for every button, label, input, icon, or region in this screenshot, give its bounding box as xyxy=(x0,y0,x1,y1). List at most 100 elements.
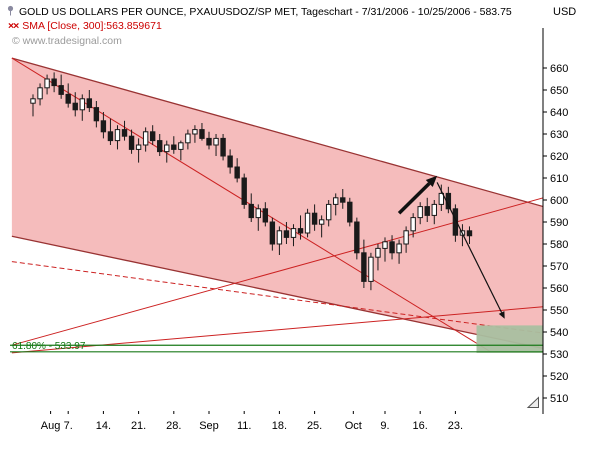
candle-body xyxy=(30,98,36,104)
y-axis-label: 580 xyxy=(550,239,568,251)
candle-body xyxy=(382,241,388,249)
y-axis-label: 600 xyxy=(550,195,568,207)
candle-body xyxy=(227,155,233,168)
y-axis-label: 530 xyxy=(550,349,568,361)
x-axis-label: 16. xyxy=(413,420,428,432)
y-axis-label: 610 xyxy=(550,173,568,185)
candle-body xyxy=(283,230,290,238)
candle-body xyxy=(466,230,473,237)
candle-body xyxy=(269,221,276,245)
candle-body xyxy=(135,144,142,150)
candle-body xyxy=(164,144,170,153)
candle-body xyxy=(248,203,254,219)
candle-body xyxy=(51,78,57,87)
candle-body xyxy=(234,166,240,179)
candle-body xyxy=(290,228,297,238)
candle-body xyxy=(107,131,114,142)
x-axis-label: 18. xyxy=(272,420,287,432)
indicator-row[interactable]: ×× SMA [Close, 300]:563.859671 xyxy=(8,20,162,32)
y-axis-label: 570 xyxy=(550,261,568,273)
currency-label: USD xyxy=(553,6,577,18)
annotation-arrowhead xyxy=(498,311,505,319)
candle-body xyxy=(438,192,445,205)
candle-body xyxy=(424,206,430,216)
candle-body xyxy=(403,230,409,245)
candle-body xyxy=(452,208,459,236)
x-axis-label: 9. xyxy=(380,420,389,432)
candle-body xyxy=(431,203,437,216)
candle-body xyxy=(325,203,332,221)
candle-body xyxy=(241,177,247,205)
y-axis-label: 510 xyxy=(550,393,568,405)
target-zone xyxy=(476,325,543,353)
y-axis-label: 590 xyxy=(550,217,568,229)
candle-body xyxy=(149,131,156,142)
candle-body xyxy=(396,243,402,254)
candle-body xyxy=(318,219,325,225)
corner-marker-icon[interactable] xyxy=(526,396,541,414)
y-axis-label: 520 xyxy=(550,371,568,383)
y-axis-label: 540 xyxy=(550,327,568,339)
x-axis-label: Sep xyxy=(199,420,219,432)
candle-body xyxy=(199,129,205,139)
channel-upper-line xyxy=(11,57,543,208)
candle-body xyxy=(93,107,100,122)
candle-body xyxy=(304,212,311,234)
y-axis-label: 550 xyxy=(550,305,568,317)
candle-body xyxy=(44,78,50,89)
candle-body xyxy=(37,87,43,100)
candle-body xyxy=(368,256,374,282)
candle-body xyxy=(213,137,219,146)
candle-body xyxy=(262,208,269,223)
candle-body xyxy=(79,98,85,111)
candle-body xyxy=(311,212,318,225)
candle-body xyxy=(121,129,128,137)
candle-body xyxy=(389,241,395,254)
candle-body xyxy=(185,133,191,144)
x-axis-label: 28. xyxy=(166,420,181,432)
annotation-arrow xyxy=(436,182,503,313)
candle-body xyxy=(297,228,304,234)
x-axis-label: Aug xyxy=(41,420,61,432)
candle-body xyxy=(128,135,135,150)
candle-body xyxy=(361,252,367,282)
candle-body xyxy=(86,98,93,109)
chart-title: GOLD US DOLLARS PER OUNCE, PXAUUSDOZ/SP … xyxy=(19,6,512,18)
annotation-arrowhead xyxy=(425,175,438,188)
annotation-arrow xyxy=(397,182,431,215)
x-axis-label: 23. xyxy=(448,420,463,432)
candle-body xyxy=(375,247,381,258)
y-axis-label: 630 xyxy=(550,129,568,141)
candle-body xyxy=(206,137,212,146)
candle-body xyxy=(157,140,163,153)
x-axis-label: 25. xyxy=(307,420,322,432)
candle-body xyxy=(171,144,177,150)
title-bar: GOLD US DOLLARS PER OUNCE, PXAUUSDOZ/SP … xyxy=(6,5,512,19)
candle-body xyxy=(178,142,184,150)
candle-body xyxy=(142,131,149,146)
y-axis-label: 560 xyxy=(550,283,568,295)
candle-body xyxy=(114,129,121,142)
trendline-sma-300-dashed xyxy=(11,261,543,334)
watermark: © www.tradesignal.com xyxy=(12,35,122,47)
candle-body xyxy=(255,208,261,219)
x-axis-label: Oct xyxy=(345,420,362,432)
plot-layers xyxy=(10,57,543,354)
x-axis-label: 21. xyxy=(131,420,146,432)
x-axis-label: 14. xyxy=(96,420,111,432)
candle-body xyxy=(354,221,360,254)
y-axis-label: 650 xyxy=(550,85,568,97)
candle-body xyxy=(340,197,346,203)
channel-fill xyxy=(11,58,543,349)
sma-indicator-label: SMA [Close, 300]:563.859671 xyxy=(22,20,162,32)
y-axis-label: 640 xyxy=(550,107,568,119)
candle-body xyxy=(65,93,71,104)
candle-body xyxy=(58,85,64,95)
pin-icon[interactable] xyxy=(6,5,15,19)
candle-body xyxy=(333,197,339,205)
candle-body xyxy=(220,137,226,157)
x-axis-label: 7. xyxy=(64,420,73,432)
candle-body xyxy=(72,102,78,111)
